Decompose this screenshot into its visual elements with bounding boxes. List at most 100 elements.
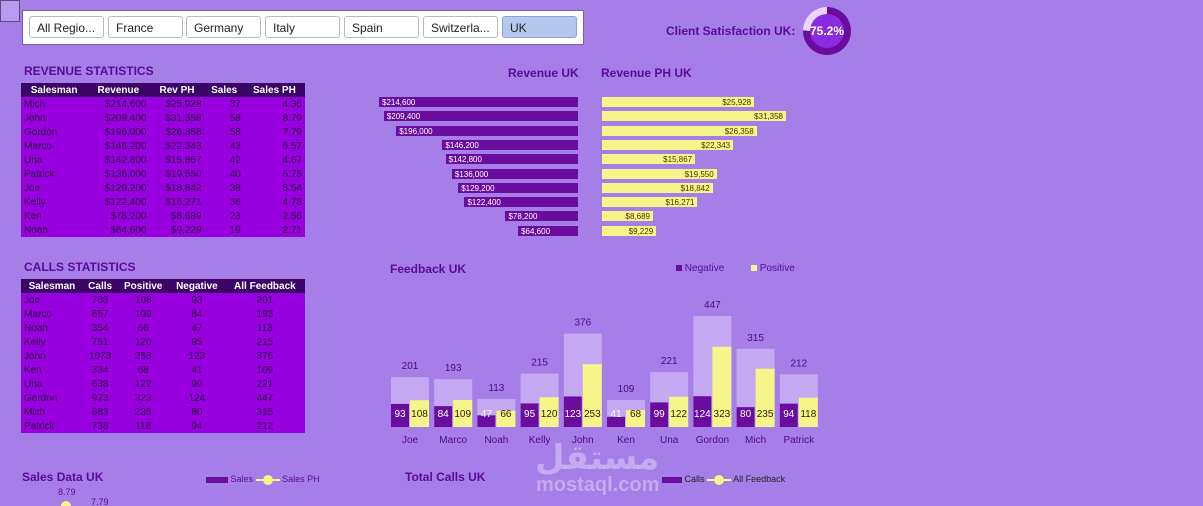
revenue-stats-title: REVENUE STATISTICS	[24, 64, 154, 78]
calls-stats-cell: 84	[191, 308, 203, 320]
revenue-stats-cell: 2.56	[282, 210, 302, 222]
feedback-negative-bar	[650, 402, 669, 427]
revenue-stats-cell: Patrick	[24, 168, 55, 180]
calls-stats-cell: 99	[191, 378, 203, 390]
sheet-corner-cell[interactable]	[0, 0, 20, 22]
revenue-stats-cell: $16,271	[165, 196, 202, 208]
legend-positive-swatch	[751, 265, 757, 271]
calls-stats-cell: 738	[91, 420, 109, 432]
feedback-negative-label: 80	[740, 409, 752, 420]
revenue-bar: $146,200	[442, 139, 578, 150]
calls-stats-header-3: Negative	[169, 279, 225, 293]
feedback-positive-bar	[755, 368, 775, 427]
legend-all-feedback-label: All Feedback	[733, 474, 786, 484]
revenue-stats-header-3: Sales	[204, 83, 244, 97]
feedback-category-label: Gordon	[696, 435, 729, 446]
sales-ph-peek-value-2: 7.79	[91, 497, 109, 506]
feedback-total-label: 212	[790, 358, 807, 369]
revenue-stats-cell: Marco	[24, 140, 52, 152]
slicer-option-uk[interactable]: UK	[502, 16, 577, 38]
revenue-stats-row: Gordon $196,000 $26,358 58 7.79	[21, 125, 305, 139]
slicer-option-germany[interactable]: Germany	[186, 16, 261, 38]
total-calls-title: Total Calls UK	[405, 470, 486, 484]
revenue-stats-cell: 6.57	[282, 140, 302, 152]
feedback-total-label: 113	[488, 383, 504, 394]
calls-stats-cell: 120	[134, 336, 152, 348]
revenue-stats-cell: 43	[229, 140, 241, 152]
calls-stats-cell: 973	[91, 392, 109, 404]
feedback-positive-label: 120	[541, 409, 558, 420]
revenue-stats-row: Marco $146,200 $22,343 43 6.57	[21, 139, 305, 153]
slicer-option-all-regions[interactable]: All Regio...	[29, 16, 104, 38]
revenue-stats-row: Noah $64,600 $9,229 19 2.71	[21, 223, 305, 237]
watermark-arabic: مستقل	[535, 438, 660, 478]
calls-stats-header-4: All Feedback	[224, 279, 305, 293]
revenue-stats-cell: $142,800	[104, 154, 147, 166]
legend-calls-label: Calls	[684, 474, 705, 484]
feedback-positive-label: 235	[757, 409, 774, 420]
feedback-total-label: 376	[574, 318, 591, 329]
revenue-bar: $214,600	[379, 97, 578, 107]
revenue-stats-cell: 38	[229, 182, 241, 194]
revenue-stats-row: John $209,400 $31,358 58 8.79	[21, 111, 305, 125]
revenue-stats-cell: $122,400	[104, 196, 147, 208]
slicer-option-switzerland[interactable]: Switzerla...	[423, 16, 498, 38]
feedback-negative-label: 93	[394, 409, 406, 420]
feedback-negative-label: 41	[610, 409, 622, 420]
feedback-negative-label: 94	[783, 409, 795, 420]
legend-positive-label: Positive	[759, 263, 795, 274]
revenue-stats-table: Salesman Revenue Rev PH Sales Sales PH Mich $…	[21, 83, 305, 237]
sales-legend: Sales Sales PH	[206, 474, 320, 485]
sales-data-title: Sales Data UK	[22, 470, 104, 484]
feedback-category-label: Joe	[402, 435, 419, 446]
calls-stats-cell: 354	[91, 322, 109, 334]
legend-negative-swatch	[676, 265, 682, 271]
revenue-stats-cell: 19	[229, 224, 241, 236]
calls-stats-cell: 94	[191, 420, 203, 432]
feedback-positive-label: 68	[630, 409, 642, 420]
calls-stats-cell: 113	[256, 322, 273, 334]
calls-stats-cell: Joe	[24, 294, 41, 306]
revenue-bar: $64,600	[518, 225, 578, 236]
feedback-negative-label: 47	[481, 409, 493, 420]
revenue-bar: $136,000	[451, 168, 578, 179]
calls-stats-cell: Gordon	[24, 392, 58, 404]
calls-stats-title: CALLS STATISTICS	[24, 260, 136, 274]
revenue-stats-cell: John	[24, 112, 46, 124]
calls-stats-row: Ken 334 68 41 109	[21, 363, 305, 377]
calls-stats-cell: 93	[191, 294, 203, 306]
revenue-bar: $78,200	[505, 211, 578, 222]
calls-stats-cell: 315	[256, 406, 274, 418]
calls-stats-cell: 334	[91, 364, 109, 376]
calls-stats-row: Marco 657 109 84 193	[21, 307, 305, 321]
calls-stats-row: Kelly 751 120 95 215	[21, 335, 305, 349]
feedback-negative-label: 84	[438, 409, 450, 420]
calls-stats-cell: 201	[256, 294, 274, 306]
calls-stats-table: Salesman Calls Positive Negative All Feedbac…	[21, 279, 305, 433]
revenue-stats-cell: Una	[24, 154, 43, 166]
calls-stats-cell: 1073	[88, 350, 112, 362]
calls-stats-cell: 323	[134, 392, 152, 404]
slicer-option-spain[interactable]: Spain	[344, 16, 419, 38]
calls-stats-cell: 212	[256, 420, 274, 432]
revenue-stats-cell: $15,867	[165, 154, 202, 166]
revenue-stats-cell: 5.75	[282, 168, 302, 180]
calls-legend: Calls All Feedback	[662, 474, 785, 485]
calls-stats-cell: 215	[256, 336, 274, 348]
satisfaction-value: 75.2%	[809, 24, 845, 38]
slicer-option-italy[interactable]: Italy	[265, 16, 340, 38]
feedback-negative-bar	[779, 403, 798, 427]
feedback-negative-bar	[607, 416, 625, 427]
revenue-bar: $122,400	[464, 197, 578, 208]
calls-stats-cell: Marco	[24, 308, 52, 320]
revenue-stats-cell: $146,200	[104, 140, 147, 152]
legend-sales-ph-marker	[255, 474, 280, 485]
feedback-category-label: Ken	[617, 435, 635, 446]
legend-sales-ph-label: Sales PH	[282, 474, 320, 484]
feedback-negative-bar	[391, 403, 409, 427]
slicer-option-france[interactable]: France	[108, 16, 183, 38]
calls-stats-cell: 80	[191, 406, 203, 418]
feedback-positive-label: 118	[800, 409, 816, 420]
revenue-stats-cell: 58	[229, 112, 241, 124]
calls-stats-row: Mich 683 235 80 315	[21, 405, 305, 419]
